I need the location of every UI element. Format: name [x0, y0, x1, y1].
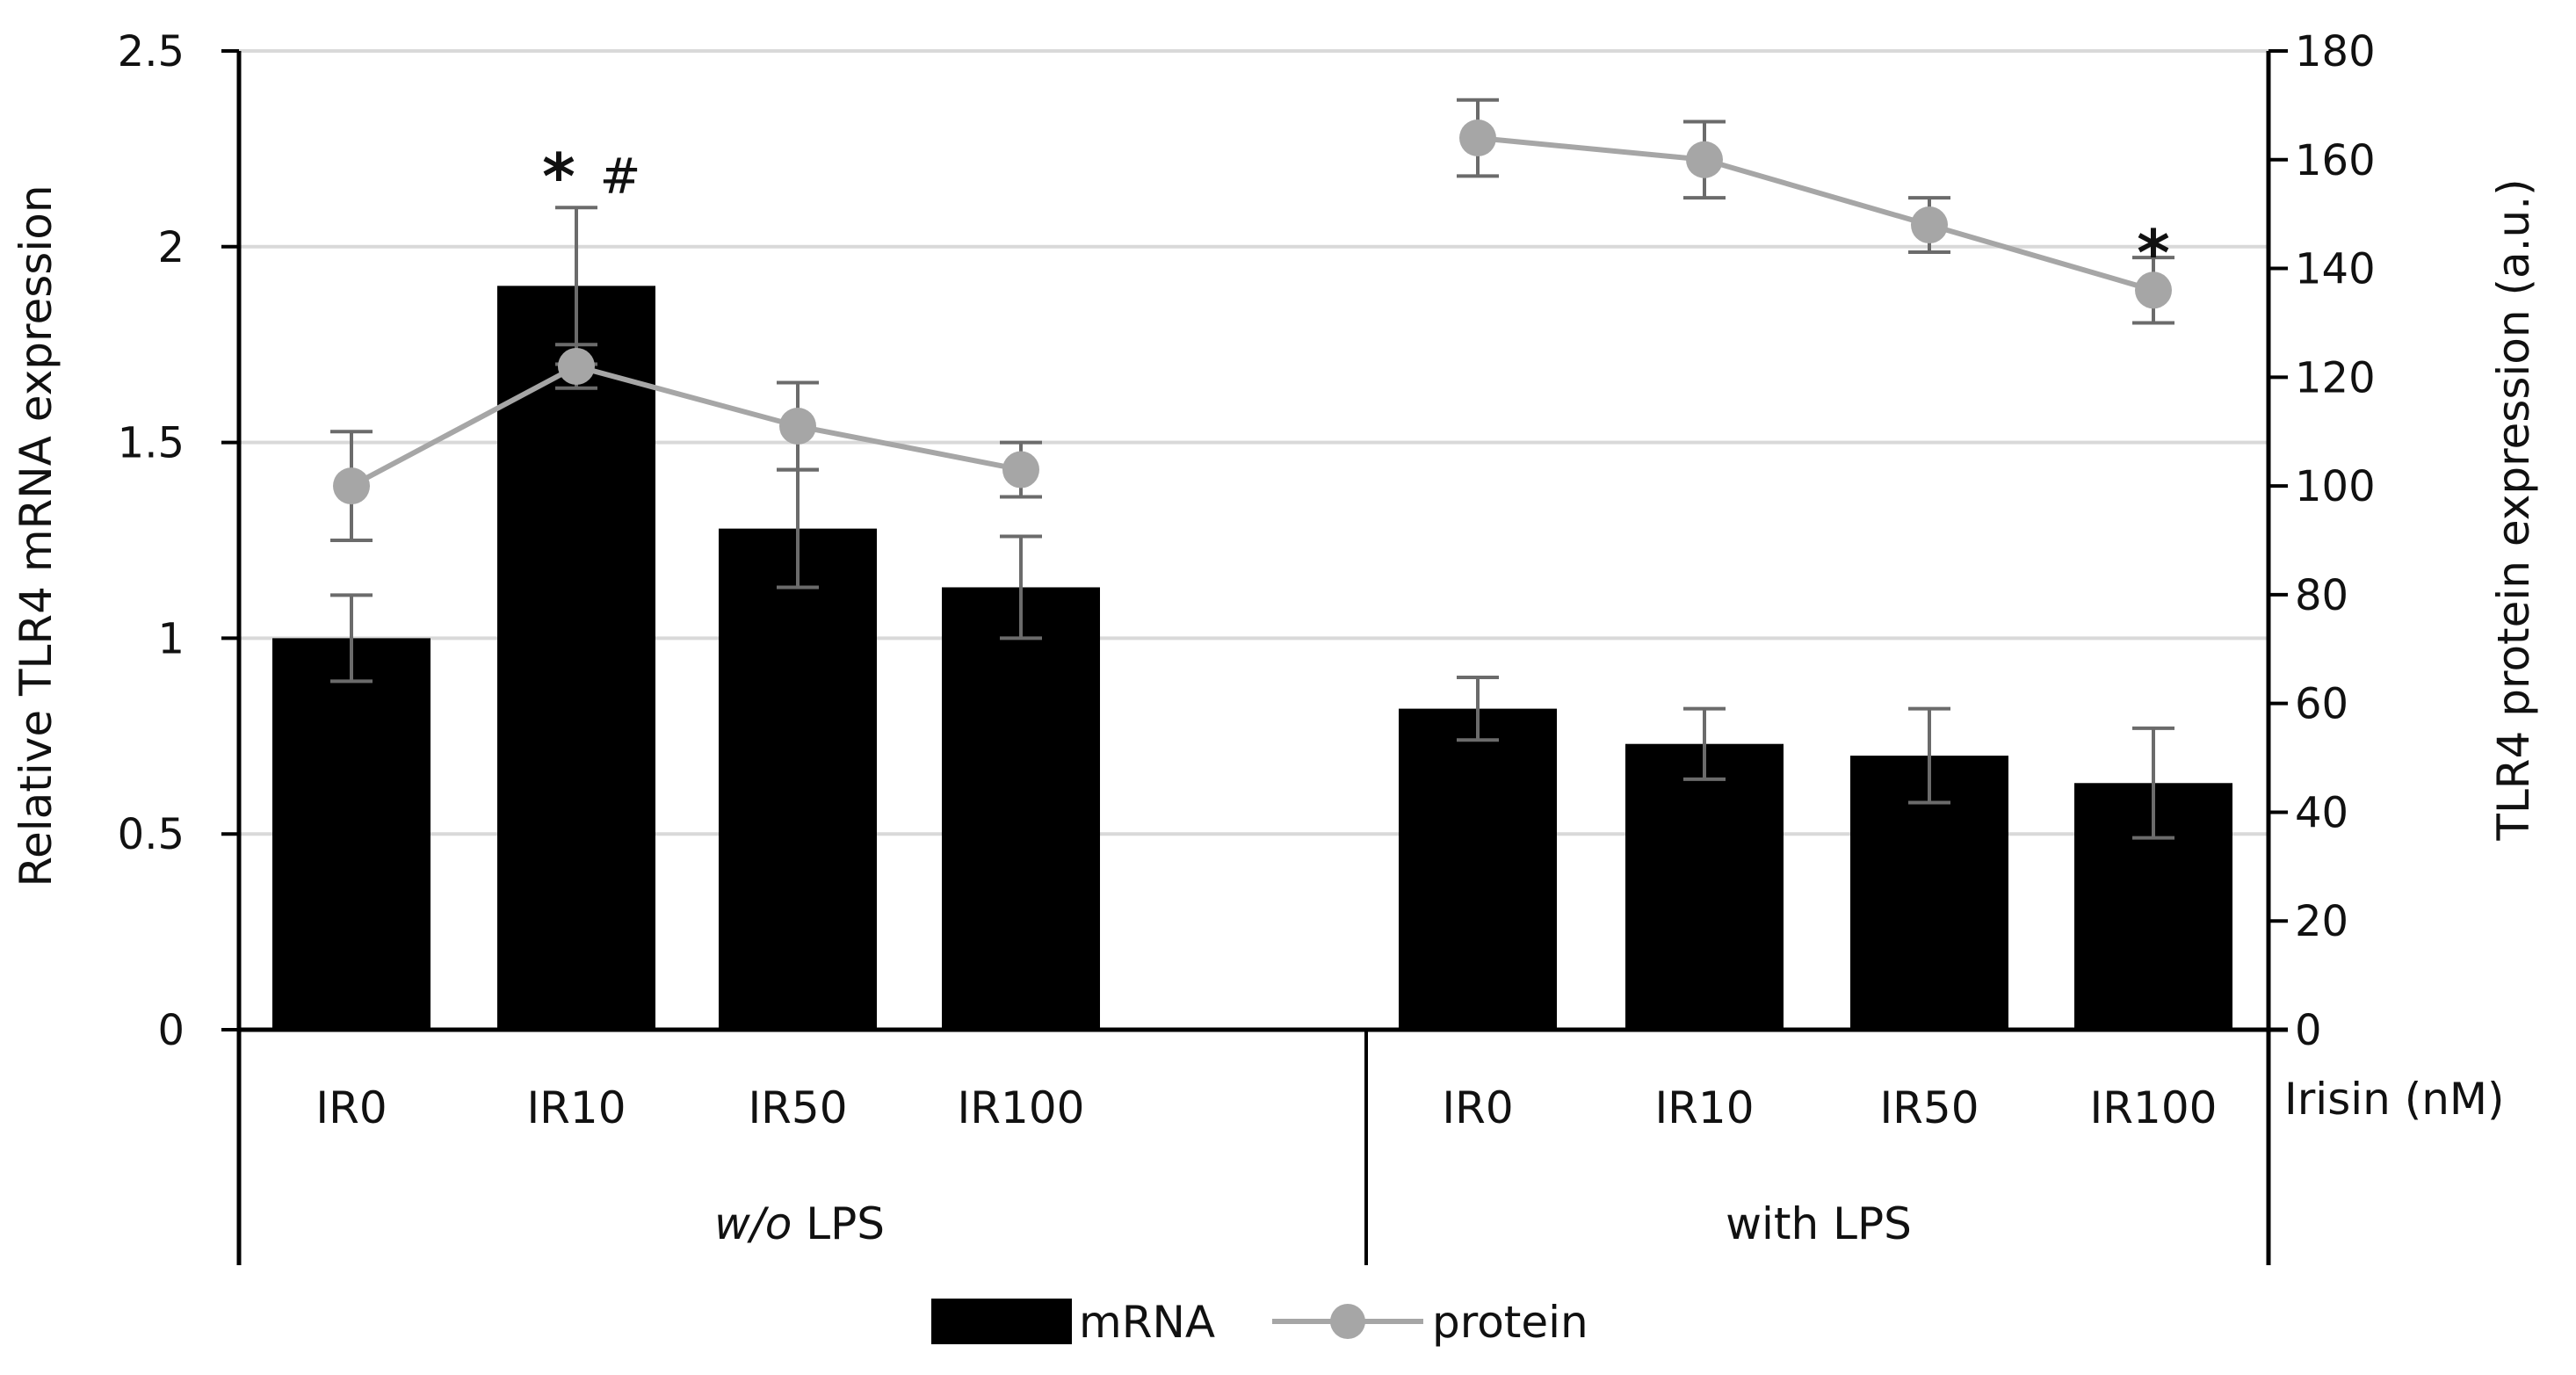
- annotation-g0-1: #: [600, 148, 641, 206]
- annotation-g0-0: *: [542, 140, 575, 213]
- protein-points: [330, 98, 2174, 542]
- y-axis-title-right: TLR4 protein expression (a.u.): [2488, 178, 2539, 841]
- mrna-bar-g1-1: [1625, 743, 1784, 1030]
- legend-swatch-mrna: [931, 1299, 1072, 1344]
- right-tick-label-4: 80: [2295, 571, 2348, 620]
- mrna-bar-g0-2: [719, 528, 877, 1030]
- right-tick-label-1: 20: [2295, 897, 2348, 946]
- mrna-bar-g0-1: [497, 286, 655, 1030]
- legend-label-mrna: mRNA: [1079, 1297, 1215, 1348]
- mrna-bar-g1-0: [1399, 708, 1557, 1030]
- mrna-bar-g0-3: [942, 587, 1100, 1030]
- axes: [236, 51, 2288, 1265]
- right-axis-ticks: 0 20 40 60 80 100 120 140 160 180: [2268, 27, 2376, 1055]
- group-label-without-lps: w/o LPS: [714, 1198, 885, 1249]
- category-label-g1-0: IR0: [1442, 1082, 1513, 1133]
- left-tick-label-0: 0: [157, 1006, 185, 1055]
- legend-swatch-protein-marker: [1330, 1304, 1365, 1339]
- category-label-g0-3: IR100: [958, 1082, 1085, 1133]
- right-tick-label-2: 40: [2295, 788, 2348, 837]
- category-label-g0-2: IR50: [748, 1082, 847, 1133]
- right-tick-label-0: 0: [2295, 1006, 2322, 1055]
- mrna-bar-g0-0: [272, 638, 431, 1030]
- category-label-g1-3: IR100: [2090, 1082, 2218, 1133]
- category-label-g0-1: IR10: [526, 1082, 626, 1133]
- protein-point-g1-0: [1459, 119, 1496, 157]
- category-label-g1-2: IR50: [1879, 1082, 1979, 1133]
- left-tick-label-1: 0.5: [118, 810, 185, 859]
- protein-point-g0-3: [1002, 451, 1039, 488]
- left-tick-label-3: 1.5: [118, 419, 185, 468]
- right-tick-label-9: 180: [2295, 27, 2376, 76]
- protein-line-g0: [350, 363, 1022, 488]
- significance-annotations: * # *: [542, 140, 2170, 290]
- legend: mRNA protein: [931, 1297, 1588, 1348]
- group-label-with-lps: with LPS: [1726, 1198, 1912, 1249]
- left-tick-label-2: 1: [157, 614, 185, 663]
- legend-label-protein: protein: [1432, 1297, 1588, 1348]
- annotation-g1-0: *: [2137, 216, 2170, 290]
- right-tick-label-8: 160: [2295, 136, 2376, 185]
- right-tick-label-6: 120: [2295, 353, 2376, 402]
- protein-point-g0-0: [333, 467, 370, 505]
- category-labels: IR0 IR10 IR50 IR100 IR0 IR10 IR50 IR100: [315, 1082, 2217, 1133]
- protein-point-g1-1: [1686, 141, 1723, 178]
- protein-point-g1-3: [2135, 271, 2172, 309]
- y-axis-title-left: Relative TLR4 mRNA expression: [11, 185, 62, 887]
- right-tick-label-5: 100: [2295, 462, 2376, 511]
- x-axis-title: Irisin (nM): [2284, 1074, 2505, 1125]
- protein-point-g0-1: [558, 347, 595, 385]
- left-tick-label-4: 2: [157, 223, 185, 272]
- right-tick-label-3: 60: [2295, 680, 2348, 729]
- mrna-bars: [272, 286, 2232, 1030]
- protein-lines: [350, 135, 2154, 488]
- protein-point-g0-2: [779, 408, 816, 445]
- right-tick-label-7: 140: [2295, 245, 2376, 294]
- left-axis-ticks: 0 0.5 1 1.5 2 2.5: [118, 27, 239, 1055]
- protein-point-g1-2: [1911, 206, 1948, 244]
- protein-line-g1: [1477, 135, 2154, 293]
- category-label-g0-0: IR0: [315, 1082, 387, 1133]
- category-label-g1-1: IR10: [1654, 1082, 1754, 1133]
- left-tick-label-5: 2.5: [118, 27, 185, 76]
